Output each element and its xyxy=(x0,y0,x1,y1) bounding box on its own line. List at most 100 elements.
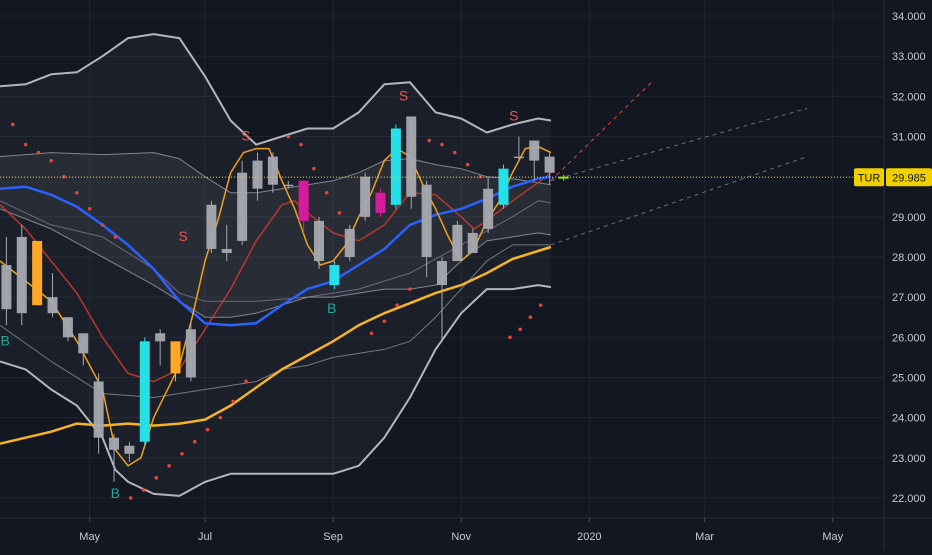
candle-body[interactable] xyxy=(206,204,217,249)
price-tick-label: 28.000 xyxy=(892,252,926,264)
sar-dot xyxy=(465,162,470,167)
candle-body[interactable] xyxy=(298,180,309,221)
candle-body[interactable] xyxy=(329,265,340,286)
bb-upper-line xyxy=(0,33,552,146)
sar-dot xyxy=(518,327,522,332)
sar-dot xyxy=(128,496,133,500)
buy-signal-label: B xyxy=(111,485,120,501)
candle-body[interactable] xyxy=(483,188,494,229)
candle-body[interactable] xyxy=(109,437,120,450)
candle-body[interactable] xyxy=(314,220,325,262)
candle-body[interactable] xyxy=(544,156,555,173)
sar-dot xyxy=(440,142,444,147)
candle-body[interactable] xyxy=(47,297,58,314)
sell-signal-label: S xyxy=(179,228,188,244)
sar-dot xyxy=(36,150,41,155)
sar-dot xyxy=(382,319,387,324)
candle-body[interactable] xyxy=(124,445,135,454)
price-tick-label: 26.000 xyxy=(892,332,926,344)
sar-dot xyxy=(478,174,483,179)
sar-dot xyxy=(453,150,457,155)
candle-body[interactable] xyxy=(390,128,401,205)
sar-dot xyxy=(218,415,223,420)
candle-body[interactable] xyxy=(155,333,166,342)
candle-body[interactable] xyxy=(375,192,386,213)
candle-body[interactable] xyxy=(437,261,447,286)
candle-body[interactable] xyxy=(185,329,196,378)
sell-signal-label: S xyxy=(399,87,408,103)
candle-body[interactable] xyxy=(421,184,432,257)
time-tick-label: Mar xyxy=(695,531,714,543)
time-tick-label: Jul xyxy=(198,531,212,543)
buy-signal-label: B xyxy=(0,332,9,348)
price-tick-label: 25.000 xyxy=(892,372,926,384)
candle-body[interactable] xyxy=(1,265,12,310)
indicator-lines xyxy=(0,33,808,497)
candle-body[interactable] xyxy=(62,317,73,338)
sar-dot xyxy=(100,223,105,227)
price-tick-label: 24.000 xyxy=(892,413,926,425)
candle-body[interactable] xyxy=(252,160,263,189)
buy-signal-label: B xyxy=(327,300,336,316)
candle-body[interactable] xyxy=(498,168,509,205)
sar-dot xyxy=(286,134,291,139)
candle-body[interactable] xyxy=(78,333,89,354)
sar-dot xyxy=(408,287,412,291)
mid-purple-line xyxy=(0,200,551,302)
candle-body[interactable] xyxy=(16,236,27,314)
candle-body[interactable] xyxy=(513,156,524,159)
price-tag: TUR 29.985 xyxy=(854,168,932,187)
candle-body[interactable] xyxy=(467,232,478,253)
parabolic-sar xyxy=(11,122,543,500)
sar-dot xyxy=(49,158,54,163)
time-tick-label: May xyxy=(79,531,100,543)
sar-dot xyxy=(62,174,66,179)
time-axis[interactable]: May Jul Sep Nov 2020 Mar May xyxy=(0,517,932,543)
candle-body[interactable] xyxy=(93,381,104,438)
candle-body[interactable] xyxy=(221,248,232,253)
candle-body[interactable] xyxy=(237,172,248,241)
candle-body[interactable] xyxy=(452,224,463,262)
candle-body[interactable] xyxy=(558,176,569,179)
sar-dot xyxy=(312,166,316,171)
sar-dot xyxy=(395,303,399,307)
candle-body[interactable] xyxy=(283,184,294,187)
time-tick-label: 2020 xyxy=(577,531,601,543)
ma-blue-line xyxy=(0,175,552,327)
signal-labels: B B S S B S S xyxy=(0,87,518,501)
white-thin-line xyxy=(0,244,551,398)
last-price-tag: 29.985 xyxy=(892,172,926,184)
price-tick-label: 32.000 xyxy=(892,91,926,103)
candle-body[interactable] xyxy=(32,240,43,306)
sell-signal-label: S xyxy=(241,128,250,144)
sar-dot xyxy=(508,335,512,340)
price-tick-label: 27.000 xyxy=(892,292,926,304)
time-tick-label: May xyxy=(822,531,843,543)
ema-red-line xyxy=(0,172,552,383)
candle-body[interactable] xyxy=(360,176,371,217)
sar-dot xyxy=(528,315,533,320)
sar-dot xyxy=(180,451,184,456)
sar-dot xyxy=(299,142,303,147)
sar-dot xyxy=(369,331,374,336)
sar-dot xyxy=(244,379,248,384)
price-tick-label: 34.000 xyxy=(892,11,926,23)
candle-body[interactable] xyxy=(529,140,540,161)
candle-body[interactable] xyxy=(170,341,181,374)
candle-body[interactable] xyxy=(267,156,278,185)
candlesticks[interactable] xyxy=(1,116,569,482)
sar-dot xyxy=(538,303,543,307)
candle-body[interactable] xyxy=(344,228,355,257)
sar-dot xyxy=(192,439,197,444)
sar-dot xyxy=(11,122,15,127)
candle-body[interactable] xyxy=(406,116,417,197)
time-tick-label: Sep xyxy=(323,531,343,543)
symbol-tag-bg xyxy=(854,168,884,187)
price-tick-label: 23.000 xyxy=(892,453,926,465)
price-axis[interactable]: 22.000 23.000 24.000 25.000 26.000 27.000 28.0… xyxy=(883,0,926,550)
price-tick-label: 29.000 xyxy=(892,212,926,224)
candle-body[interactable] xyxy=(139,341,150,442)
